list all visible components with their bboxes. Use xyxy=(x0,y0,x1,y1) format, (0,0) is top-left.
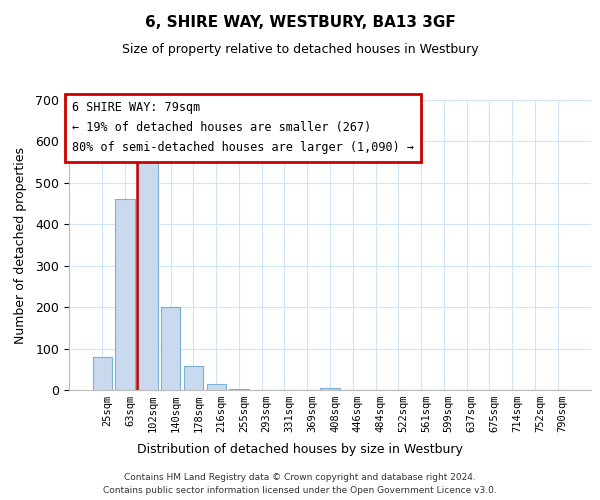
Text: Distribution of detached houses by size in Westbury: Distribution of detached houses by size … xyxy=(137,442,463,456)
Text: Contains HM Land Registry data © Crown copyright and database right 2024.: Contains HM Land Registry data © Crown c… xyxy=(124,472,476,482)
Bar xyxy=(161,307,181,390)
Bar xyxy=(93,357,112,390)
Text: Contains public sector information licensed under the Open Government Licence v3: Contains public sector information licen… xyxy=(103,486,497,495)
Bar xyxy=(115,198,135,390)
Bar xyxy=(206,384,226,390)
Bar xyxy=(184,366,203,390)
Text: 6, SHIRE WAY, WESTBURY, BA13 3GF: 6, SHIRE WAY, WESTBURY, BA13 3GF xyxy=(145,15,455,30)
Text: 6 SHIRE WAY: 79sqm
← 19% of detached houses are smaller (267)
80% of semi-detach: 6 SHIRE WAY: 79sqm ← 19% of detached hou… xyxy=(71,102,413,154)
Text: Size of property relative to detached houses in Westbury: Size of property relative to detached ho… xyxy=(122,42,478,56)
Bar xyxy=(320,388,340,390)
Bar xyxy=(229,389,248,390)
Bar xyxy=(138,162,158,390)
Y-axis label: Number of detached properties: Number of detached properties xyxy=(14,146,27,344)
